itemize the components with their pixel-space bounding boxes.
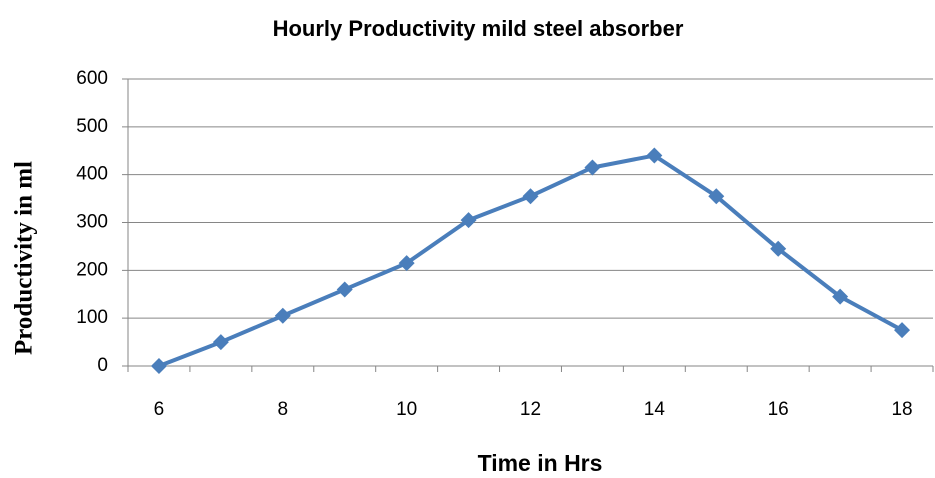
y-tick-label: 600 xyxy=(76,68,108,89)
x-axis-label: Time in Hrs xyxy=(478,450,603,476)
marker xyxy=(894,322,911,339)
chart-title: Hourly Productivity mild steel absorber xyxy=(273,16,684,41)
y-tick-label: 400 xyxy=(76,164,108,185)
marker xyxy=(212,334,229,351)
x-tick-label: 6 xyxy=(154,399,165,420)
marker xyxy=(584,159,601,176)
x-tick-label: 12 xyxy=(520,399,541,420)
y-axis-label: Productivity in ml xyxy=(11,161,38,355)
marker xyxy=(522,188,539,205)
x-tick-label: 10 xyxy=(396,399,417,420)
marker xyxy=(274,307,291,324)
marker xyxy=(832,288,849,305)
y-tick-label: 300 xyxy=(76,212,108,233)
marker xyxy=(708,188,725,205)
y-tick-label: 500 xyxy=(76,116,108,137)
x-tick-label: 8 xyxy=(278,399,289,420)
marker xyxy=(398,255,415,272)
marker xyxy=(460,212,477,229)
marker xyxy=(150,358,167,374)
x-tick-label: 14 xyxy=(644,399,666,420)
marker xyxy=(770,240,787,257)
x-tick-label: 16 xyxy=(768,399,789,420)
x-tick-label: 18 xyxy=(891,399,912,420)
marker xyxy=(646,147,663,164)
y-tick-label: 200 xyxy=(76,259,108,280)
y-tick-label: 0 xyxy=(97,355,108,376)
y-tick-label: 100 xyxy=(76,307,108,328)
line xyxy=(158,153,903,368)
marker xyxy=(336,281,353,298)
